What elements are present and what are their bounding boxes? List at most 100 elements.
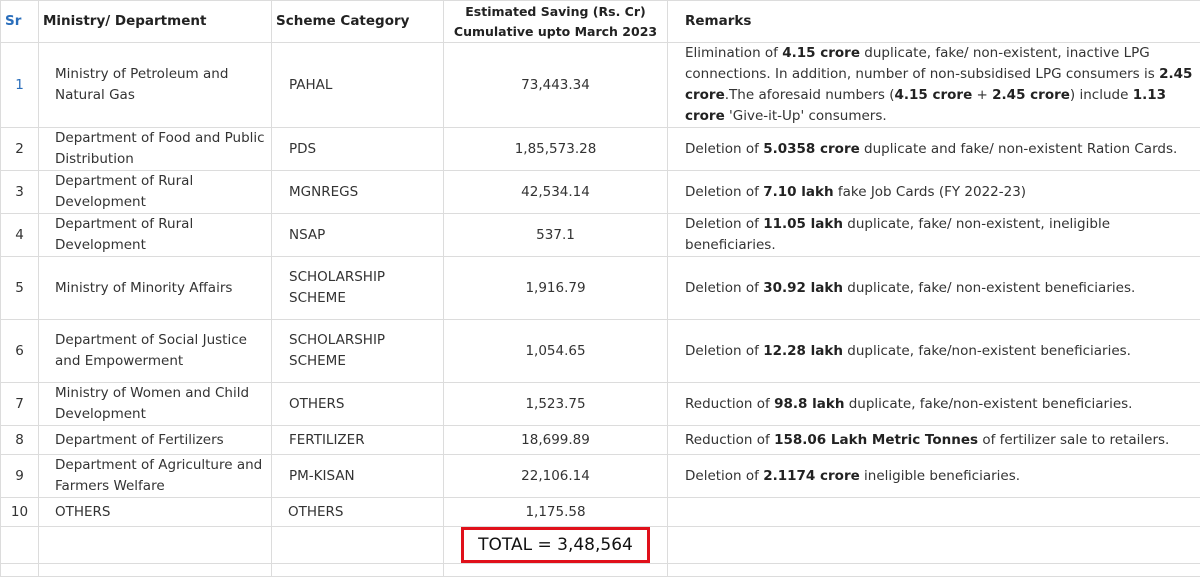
remark-highlight: 2.45 crore <box>992 87 1070 103</box>
empty-cell <box>39 564 272 577</box>
cell-remarks: Deletion of 30.92 lakh duplicate, fake/ … <box>668 257 1200 320</box>
remark-text: + <box>972 87 992 103</box>
cell-category: SCHOLARSHIP SCHEME <box>272 320 444 383</box>
cell-category: FERTILIZER <box>272 426 444 455</box>
cell-sr: 5 <box>1 257 39 320</box>
table-row: 5 Ministry of Minority Affairs SCHOLARSH… <box>1 257 1200 320</box>
total-cell: TOTAL = 3,48,564 <box>444 527 668 564</box>
remark-highlight: 11.05 lakh <box>763 216 843 232</box>
cell-ministry: Department of Fertilizers <box>39 426 272 455</box>
cell-saving: 42,534.14 <box>444 171 668 214</box>
remark-text: .The aforesaid numbers ( <box>725 87 895 103</box>
cell-category: SCHOLARSHIP SCHEME <box>272 257 444 320</box>
remark-highlight: 7.10 lakh <box>763 184 833 200</box>
cell-ministry: Department of Social Justice and Empower… <box>39 320 272 383</box>
remark-highlight: 98.8 lakh <box>774 396 844 412</box>
remark-text: Deletion of <box>685 216 763 232</box>
cell-category: PM-KISAN <box>272 455 444 498</box>
remark-text: duplicate, fake/non-existent beneficiari… <box>843 343 1131 359</box>
cell-sr: 6 <box>1 320 39 383</box>
cell-sr: 10 <box>1 498 39 527</box>
cell-category: OTHERS <box>272 498 444 527</box>
remark-highlight: 2.1174 crore <box>763 468 860 484</box>
cell-remarks: Deletion of 7.10 lakh fake Job Cards (FY… <box>668 171 1200 214</box>
cell-category: PDS <box>272 128 444 171</box>
remark-text: duplicate, fake/non-existent beneficiari… <box>844 396 1132 412</box>
cell-remarks: Deletion of 11.05 lakh duplicate, fake/ … <box>668 214 1200 257</box>
total-row: TOTAL = 3,48,564 <box>1 527 1200 564</box>
cell-ministry: Ministry of Women and Child Development <box>39 383 272 426</box>
empty-cell <box>272 527 444 564</box>
cell-remarks: Elimination of 4.15 crore duplicate, fak… <box>668 43 1200 128</box>
trailing-empty-row <box>1 564 1200 577</box>
remark-highlight: 4.15 crore <box>782 45 860 61</box>
cell-remarks: Deletion of 5.0358 crore duplicate and f… <box>668 128 1200 171</box>
cell-saving: 537.1 <box>444 214 668 257</box>
remark-text: duplicate, fake/ non-existent beneficiar… <box>843 280 1135 296</box>
table-row: 8 Department of Fertilizers FERTILIZER 1… <box>1 426 1200 455</box>
empty-cell <box>668 527 1200 564</box>
cell-remarks: Reduction of 98.8 lakh duplicate, fake/n… <box>668 383 1200 426</box>
cell-saving: 1,523.75 <box>444 383 668 426</box>
cell-category: MGNREGS <box>272 171 444 214</box>
cell-category: NSAP <box>272 214 444 257</box>
cell-sr: 4 <box>1 214 39 257</box>
cell-ministry: Department of Food and Public Distributi… <box>39 128 272 171</box>
remark-text: fake Job Cards (FY 2022-23) <box>834 184 1027 200</box>
cell-saving: 1,916.79 <box>444 257 668 320</box>
remark-text: Reduction of <box>685 396 774 412</box>
empty-cell <box>39 527 272 564</box>
remark-highlight: 4.15 crore <box>894 87 972 103</box>
header-sr: Sr <box>1 1 39 43</box>
remark-highlight: 12.28 lakh <box>763 343 843 359</box>
cell-category: PAHAL <box>272 43 444 128</box>
header-saving-line2: Cumulative upto March 2023 <box>444 22 667 42</box>
remark-text: ) include <box>1070 87 1133 103</box>
cell-saving: 18,699.89 <box>444 426 668 455</box>
cell-remarks: Reduction of 158.06 Lakh Metric Tonnes o… <box>668 426 1200 455</box>
remark-text: ineligible beneficiaries. <box>860 468 1020 484</box>
cell-sr: 3 <box>1 171 39 214</box>
empty-cell <box>444 564 668 577</box>
cell-sr: 7 <box>1 383 39 426</box>
cell-ministry: Department of Rural Development <box>39 171 272 214</box>
cell-remarks: Deletion of 12.28 lakh duplicate, fake/n… <box>668 320 1200 383</box>
table-row: 1 Ministry of Petroleum and Natural Gas … <box>1 43 1200 128</box>
table-row: 7 Ministry of Women and Child Developmen… <box>1 383 1200 426</box>
remark-highlight: 30.92 lakh <box>763 280 843 296</box>
empty-cell <box>1 564 39 577</box>
header-row: Sr Ministry/ Department Scheme Category … <box>1 1 1200 43</box>
table-row: 10 OTHERS OTHERS 1,175.58 <box>1 498 1200 527</box>
cell-category: OTHERS <box>272 383 444 426</box>
cell-sr: 9 <box>1 455 39 498</box>
remark-text: duplicate and fake/ non-existent Ration … <box>860 141 1178 157</box>
header-saving: Estimated Saving (Rs. Cr) Cumulative upt… <box>444 1 668 43</box>
empty-cell <box>1 527 39 564</box>
cell-ministry: Department of Rural Development <box>39 214 272 257</box>
cell-saving: 73,443.34 <box>444 43 668 128</box>
table-row: 6 Department of Social Justice and Empow… <box>1 320 1200 383</box>
cell-ministry: OTHERS <box>39 498 272 527</box>
remark-text: Deletion of <box>685 141 763 157</box>
table-row: 4 Department of Rural Development NSAP 5… <box>1 214 1200 257</box>
remark-highlight: 5.0358 crore <box>763 141 860 157</box>
remark-text: Deletion of <box>685 468 763 484</box>
header-ministry: Ministry/ Department <box>39 1 272 43</box>
remark-text: Deletion of <box>685 184 763 200</box>
table-row: 3 Department of Rural Development MGNREG… <box>1 171 1200 214</box>
cell-remarks: Deletion of 2.1174 crore ineligible bene… <box>668 455 1200 498</box>
table-row: 9 Department of Agriculture and Farmers … <box>1 455 1200 498</box>
cell-remarks <box>668 498 1200 527</box>
total-highlight-box: TOTAL = 3,48,564 <box>461 527 650 563</box>
table-row: 2 Department of Food and Public Distribu… <box>1 128 1200 171</box>
remark-text: Reduction of <box>685 432 774 448</box>
cell-saving: 1,175.58 <box>444 498 668 527</box>
cell-sr: 8 <box>1 426 39 455</box>
header-remarks: Remarks <box>668 1 1200 43</box>
header-saving-line1: Estimated Saving (Rs. Cr) <box>444 2 667 22</box>
cell-sr: 2 <box>1 128 39 171</box>
remark-text: Deletion of <box>685 343 763 359</box>
cell-ministry: Ministry of Minority Affairs <box>39 257 272 320</box>
cell-ministry: Ministry of Petroleum and Natural Gas <box>39 43 272 128</box>
